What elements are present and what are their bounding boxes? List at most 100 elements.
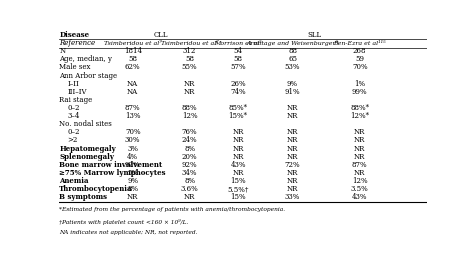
Text: Male sex: Male sex <box>59 63 91 72</box>
Text: NR: NR <box>354 144 365 153</box>
Text: NR: NR <box>287 169 298 177</box>
Text: Ben-Ezra et al¹¹⁵: Ben-Ezra et al¹¹⁵ <box>333 41 386 46</box>
Text: 88%: 88% <box>182 104 198 112</box>
Text: 59: 59 <box>355 55 364 63</box>
Text: 8%: 8% <box>127 185 138 193</box>
Text: 15%: 15% <box>230 177 246 185</box>
Text: Morrison et al⁵: Morrison et al⁵ <box>214 41 262 46</box>
Text: 74%: 74% <box>230 88 246 96</box>
Text: 12%: 12% <box>352 177 367 185</box>
Text: 88%*: 88%* <box>350 104 369 112</box>
Text: 20%: 20% <box>182 153 198 161</box>
Text: NR: NR <box>184 193 195 201</box>
Text: NR: NR <box>287 144 298 153</box>
Text: 43%: 43% <box>230 161 246 169</box>
Text: 9%: 9% <box>287 80 298 88</box>
Text: NA: NA <box>127 88 138 96</box>
Text: 26%: 26% <box>230 80 246 88</box>
Text: 15%*: 15%* <box>228 112 247 120</box>
Text: Splenomegaly: Splenomegaly <box>59 153 114 161</box>
Text: Armitage and Weisenburger⁶: Armitage and Weisenburger⁶ <box>246 40 338 46</box>
Text: *Estimated from the percentage of patients with anemia/thrombocytopenia.: *Estimated from the percentage of patien… <box>59 207 285 212</box>
Text: NR: NR <box>127 193 138 201</box>
Text: NR: NR <box>287 177 298 185</box>
Text: Disease: Disease <box>59 30 90 39</box>
Text: Tsimberidou et al⁷: Tsimberidou et al⁷ <box>104 41 162 46</box>
Text: Ann Arbor stage: Ann Arbor stage <box>59 72 118 79</box>
Text: Age, median, y: Age, median, y <box>59 55 112 63</box>
Text: NR: NR <box>287 104 298 112</box>
Text: 1814: 1814 <box>124 47 142 55</box>
Text: NR: NR <box>287 112 298 120</box>
Text: 54: 54 <box>234 47 243 55</box>
Text: 92%: 92% <box>182 161 198 169</box>
Text: 3.6%: 3.6% <box>181 185 199 193</box>
Text: NR: NR <box>184 80 195 88</box>
Text: 3.5%: 3.5% <box>351 185 369 193</box>
Text: NR: NR <box>232 153 244 161</box>
Text: Thrombocytopenia: Thrombocytopenia <box>59 185 133 193</box>
Text: NR: NR <box>232 137 244 144</box>
Text: Anemia: Anemia <box>59 177 89 185</box>
Text: NR: NR <box>354 128 365 136</box>
Text: 3–4: 3–4 <box>67 112 80 120</box>
Text: SLL: SLL <box>308 30 322 39</box>
Text: 8%: 8% <box>184 177 195 185</box>
Text: No. nodal sites: No. nodal sites <box>59 120 112 128</box>
Text: 43%: 43% <box>352 193 367 201</box>
Text: 92%: 92% <box>125 161 140 169</box>
Text: 33%: 33% <box>285 193 300 201</box>
Text: 24%: 24% <box>182 137 198 144</box>
Text: NA: NA <box>127 80 138 88</box>
Text: NR: NR <box>287 153 298 161</box>
Text: Reference: Reference <box>59 39 95 47</box>
Text: 55%: 55% <box>182 63 198 72</box>
Text: 58: 58 <box>185 55 194 63</box>
Text: 99%: 99% <box>352 88 367 96</box>
Text: 4%: 4% <box>127 153 138 161</box>
Text: 0–2: 0–2 <box>67 104 80 112</box>
Text: NA indicates not applicable; NR, not reported.: NA indicates not applicable; NR, not rep… <box>59 230 198 235</box>
Text: 85%*: 85%* <box>228 104 247 112</box>
Text: 268: 268 <box>353 47 366 55</box>
Text: I–II: I–II <box>67 80 79 88</box>
Text: 3%: 3% <box>127 144 138 153</box>
Text: N: N <box>59 47 65 55</box>
Text: 87%: 87% <box>352 161 367 169</box>
Text: 58: 58 <box>128 55 137 63</box>
Text: NR: NR <box>184 88 195 96</box>
Text: 91%: 91% <box>285 88 301 96</box>
Text: 53%: 53% <box>285 63 300 72</box>
Text: III–IV: III–IV <box>67 88 87 96</box>
Text: Hepatomegaly: Hepatomegaly <box>59 144 116 153</box>
Text: 88: 88 <box>288 47 297 55</box>
Text: 5.5%†: 5.5%† <box>228 185 249 193</box>
Text: 57%: 57% <box>230 63 246 72</box>
Text: 72%: 72% <box>285 161 301 169</box>
Text: NR: NR <box>354 153 365 161</box>
Text: 1%: 1% <box>354 80 365 88</box>
Text: 58: 58 <box>234 55 243 63</box>
Text: 62%: 62% <box>125 63 140 72</box>
Text: 87%: 87% <box>125 104 140 112</box>
Text: NR: NR <box>287 185 298 193</box>
Text: 312: 312 <box>183 47 196 55</box>
Text: 65: 65 <box>288 55 297 63</box>
Text: Bone marrow involvement: Bone marrow involvement <box>59 161 163 169</box>
Text: ≥75% Marrow lymphocytes: ≥75% Marrow lymphocytes <box>59 169 166 177</box>
Text: NR: NR <box>232 128 244 136</box>
Text: 9%: 9% <box>127 177 138 185</box>
Text: 34%: 34% <box>182 169 197 177</box>
Text: 70%: 70% <box>125 128 140 136</box>
Text: Tsimberidou et al⁷: Tsimberidou et al⁷ <box>161 41 219 46</box>
Text: NR: NR <box>232 144 244 153</box>
Text: 13%: 13% <box>125 112 140 120</box>
Text: CLL: CLL <box>154 30 169 39</box>
Text: 76%: 76% <box>182 128 198 136</box>
Text: NR: NR <box>287 137 298 144</box>
Text: 15%: 15% <box>230 193 246 201</box>
Text: B symptoms: B symptoms <box>59 193 107 201</box>
Text: 0–2: 0–2 <box>67 128 80 136</box>
Text: Rai stage: Rai stage <box>59 96 92 104</box>
Text: NR: NR <box>354 169 365 177</box>
